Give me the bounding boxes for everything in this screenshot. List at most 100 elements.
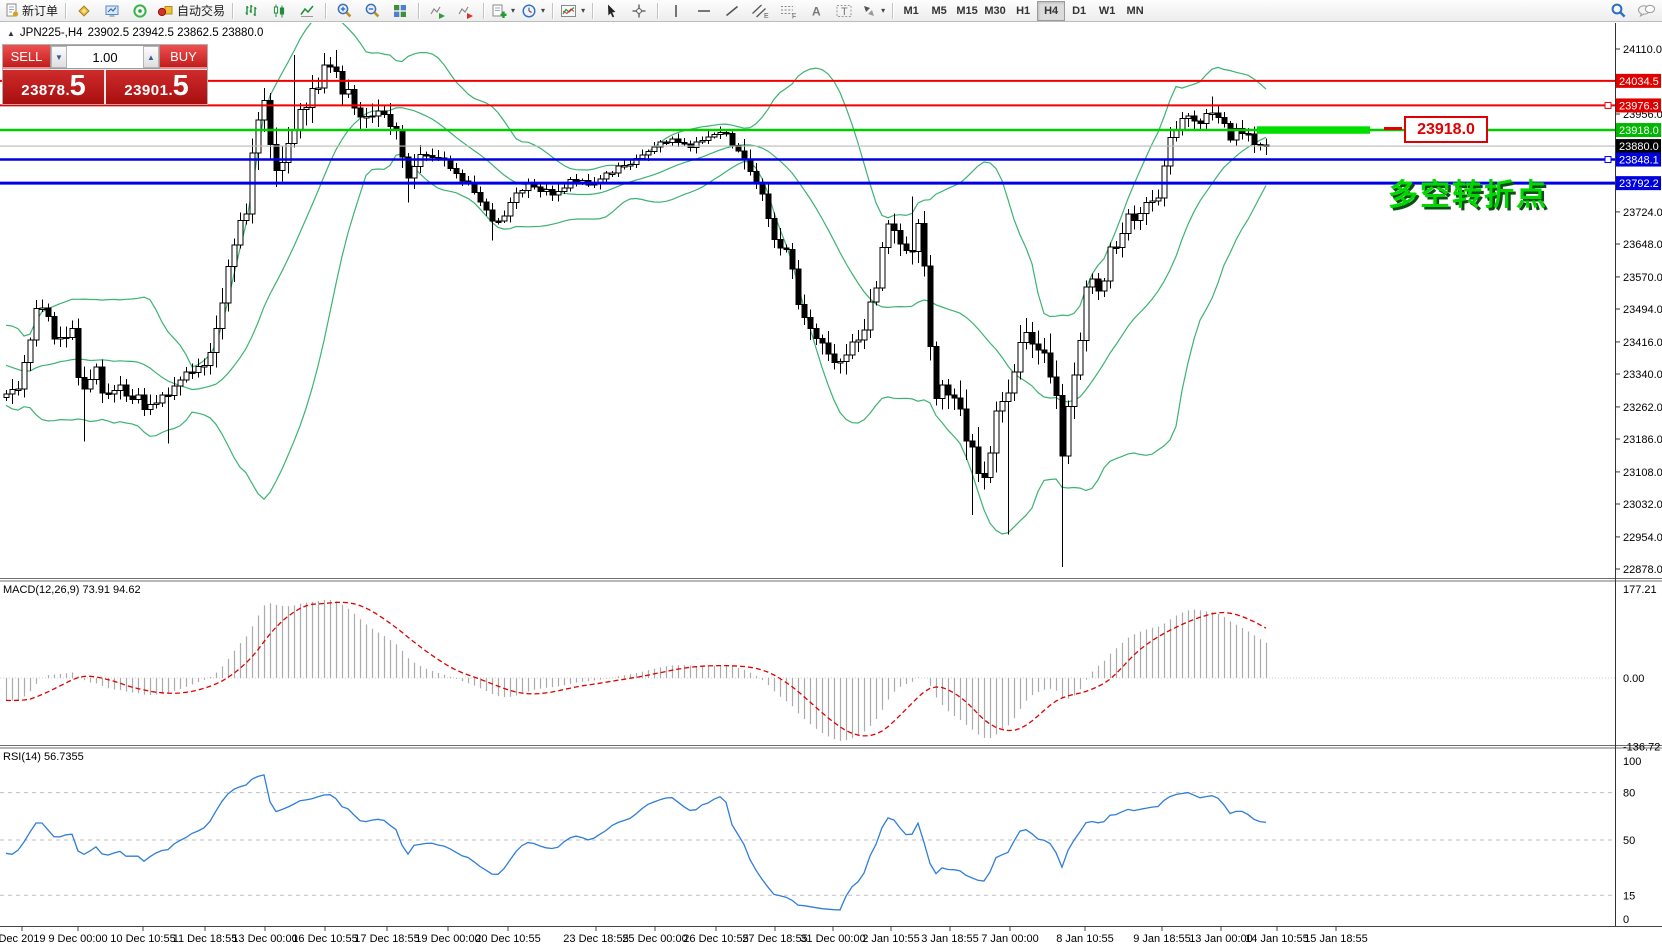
turning-point-annotation[interactable]: 多空转折点 (1388, 179, 1548, 212)
horizontal-line-tool-button[interactable] (690, 1, 718, 21)
axis-label: 0.00 (1623, 673, 1644, 685)
line-handle[interactable] (1604, 101, 1612, 109)
chat-button[interactable] (1632, 1, 1660, 21)
volume-increase-button[interactable]: ▲ (143, 46, 159, 68)
candle-body (831, 353, 838, 364)
panel-toggle-icon[interactable]: ▲ (7, 28, 15, 38)
timeframe-h4[interactable]: H4 (1037, 0, 1066, 21)
buy-price-pip: 5 (172, 70, 189, 102)
timeframe-d1[interactable]: D1 (1072, 4, 1087, 17)
candle-body (1095, 278, 1102, 292)
timeframe-h1[interactable]: H1 (1016, 4, 1031, 17)
highlight-trend-segment[interactable] (1257, 126, 1370, 134)
timeframe-m1[interactable]: M1 (903, 4, 919, 17)
dropdown-caret[interactable]: ▾ (541, 6, 546, 15)
templates-button[interactable]: ▾ (557, 1, 588, 21)
candlestick-mode-button[interactable] (265, 1, 293, 21)
buy-price[interactable]: 23901. 5 (106, 70, 207, 104)
quotes-button[interactable] (70, 1, 98, 21)
candle-body (681, 142, 688, 145)
volume-decrease-button[interactable]: ▼ (51, 46, 67, 68)
candle-body (81, 376, 88, 390)
candle-body (507, 201, 514, 217)
buy-button[interactable]: BUY (160, 45, 207, 69)
line-chart-mode-button[interactable] (293, 1, 321, 21)
candle-body (57, 336, 64, 340)
text-tool-button[interactable]: A (802, 1, 830, 21)
time-label: 17 Dec 18:55 (354, 933, 419, 945)
channel-tool-button[interactable]: E (746, 1, 774, 21)
new-order-button[interactable]: 新订单 (2, 1, 61, 21)
timeframe-m15[interactable]: M15 (956, 4, 978, 17)
candle-body (1017, 342, 1024, 373)
crosshair-tool-button[interactable] (625, 1, 653, 21)
candle-body (1089, 278, 1096, 288)
one-click-trade-panel: SELL ▼ 1.00 ▲ BUY 23878. 5 23901. 5 (2, 44, 208, 105)
candle-body (1083, 286, 1090, 341)
fibonacci-tool-button[interactable]: F (774, 1, 802, 21)
dropdown-caret[interactable]: ▾ (881, 6, 886, 15)
timeframe-w1[interactable]: W1 (1098, 4, 1116, 17)
axis-label: 0 (1623, 914, 1629, 926)
candle-body (819, 338, 826, 344)
candles (3, 50, 1270, 567)
periods-button[interactable]: ▾ (518, 1, 548, 21)
candle-body (1101, 280, 1108, 292)
autotrading-button[interactable]: 自动交易 (154, 1, 228, 21)
candle-body (657, 141, 664, 148)
bar-chart-mode-button[interactable] (237, 1, 265, 21)
rsi-line (5, 774, 1267, 911)
candle-body (813, 327, 820, 340)
candle-body (1137, 213, 1144, 222)
candle-body (333, 66, 340, 73)
timeframe-m30[interactable]: M30 (984, 4, 1006, 17)
timeframe-mn[interactable]: MN (1126, 4, 1144, 17)
zoom-in-button[interactable] (330, 1, 358, 21)
candle-body (729, 132, 736, 146)
dropdown-caret[interactable]: ▾ (581, 6, 586, 15)
candle-body (87, 378, 94, 390)
price-flag (1616, 152, 1661, 167)
sell-price[interactable]: 23878. 5 (3, 70, 104, 104)
time-label: 9 Dec 00:00 (48, 933, 107, 945)
candle-body (273, 143, 280, 171)
axis-label: 24110.0 (1623, 44, 1662, 56)
candle-body (1209, 112, 1216, 116)
label-tool-button[interactable]: T (830, 1, 858, 21)
axis-label: 23262.0 (1623, 402, 1662, 414)
line-handle[interactable] (1604, 156, 1612, 164)
time-label: 27 Dec 18:55 (742, 933, 807, 945)
candle-body (879, 247, 886, 289)
chart-shift-button[interactable] (451, 1, 479, 21)
candle-body (861, 329, 868, 341)
candle-body (675, 138, 682, 144)
timeframe-m5[interactable]: M5 (931, 4, 947, 17)
cursor-tool-button[interactable] (597, 1, 625, 21)
axis-label: 22878.0 (1623, 564, 1662, 576)
template-chart-icon (561, 4, 577, 17)
zoom-out-button[interactable] (358, 1, 386, 21)
candle-body (849, 341, 856, 356)
axis-label: 100 (1623, 756, 1641, 768)
add-indicator-button[interactable]: ▾ (488, 1, 518, 21)
candle-body (1029, 332, 1036, 345)
trendline-tool-button[interactable] (718, 1, 746, 21)
tile-windows-button[interactable] (386, 1, 414, 21)
news-button[interactable] (126, 1, 154, 21)
time-label: 13 Dec 00:00 (232, 933, 297, 945)
search-button[interactable] (1604, 1, 1632, 21)
vertical-line-tool-button[interactable] (662, 1, 690, 21)
candle-body (807, 316, 814, 329)
price-callout[interactable]: 23918.0 (1404, 116, 1488, 143)
dropdown-caret[interactable]: ▾ (511, 6, 516, 15)
terminal-button[interactable] (98, 1, 126, 21)
volume-value[interactable]: 1.00 (92, 49, 118, 65)
candle-body (429, 154, 436, 158)
arrows-tool-button[interactable]: ▾ (858, 1, 888, 21)
auto-scroll-button[interactable] (423, 1, 451, 21)
candle-body (771, 218, 778, 241)
sell-button[interactable]: SELL (3, 45, 50, 69)
candle-body (141, 394, 148, 410)
rsi-pane (0, 774, 1615, 911)
